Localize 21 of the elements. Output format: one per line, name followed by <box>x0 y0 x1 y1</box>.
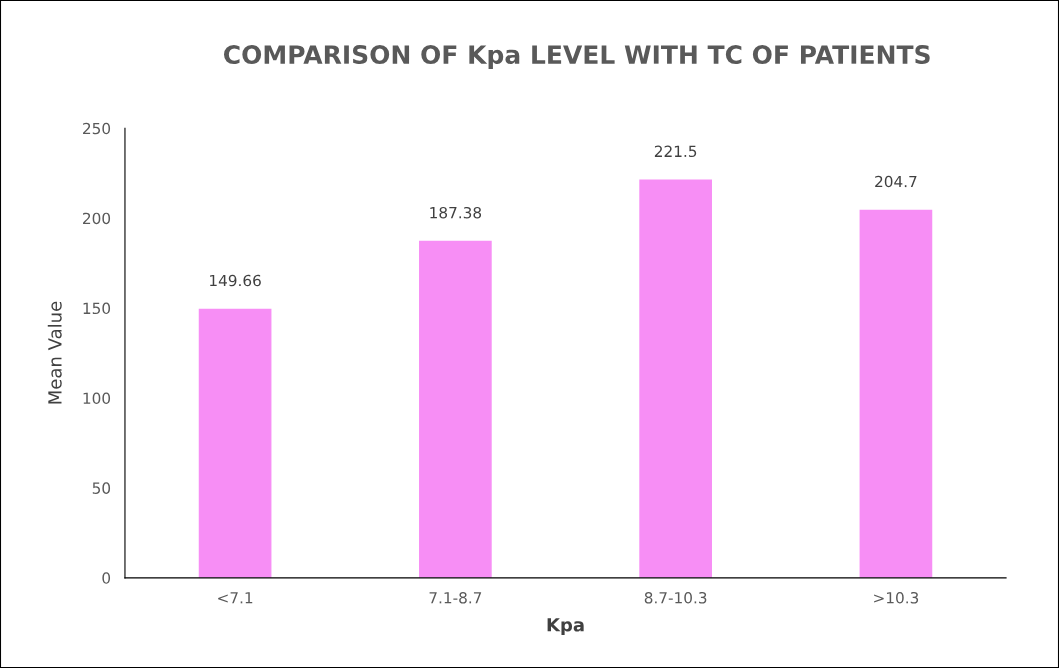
bar <box>639 179 712 578</box>
data-label: 149.66 <box>210 274 261 287</box>
chart-title: COMPARISON OF Kpa LEVEL WITH TC OF PATIENTS <box>224 45 930 69</box>
x-tick-label: 8.7-10.3 <box>644 591 707 604</box>
data-label: 204.7 <box>875 175 917 188</box>
x-tick-label: >10.3 <box>874 591 919 604</box>
bar <box>859 209 933 578</box>
y-tick-label: 150 <box>83 302 111 315</box>
y-axis-title: Mean Value <box>47 301 62 404</box>
y-tick-label: 100 <box>83 392 111 405</box>
x-tick-label: <7.1 <box>218 592 253 604</box>
data-label: 221.5 <box>654 145 697 158</box>
bar <box>419 240 492 578</box>
x-tick-label: 7.1-8.7 <box>429 591 482 604</box>
y-tick-label: 0 <box>102 572 111 584</box>
y-tick-label: 50 <box>92 482 111 494</box>
x-axis-title: Kpa <box>547 618 584 636</box>
y-tick-label: 200 <box>83 212 111 225</box>
y-tick-label: 250 <box>83 122 111 135</box>
data-label: 187.38 <box>430 206 482 219</box>
bar <box>198 308 272 578</box>
